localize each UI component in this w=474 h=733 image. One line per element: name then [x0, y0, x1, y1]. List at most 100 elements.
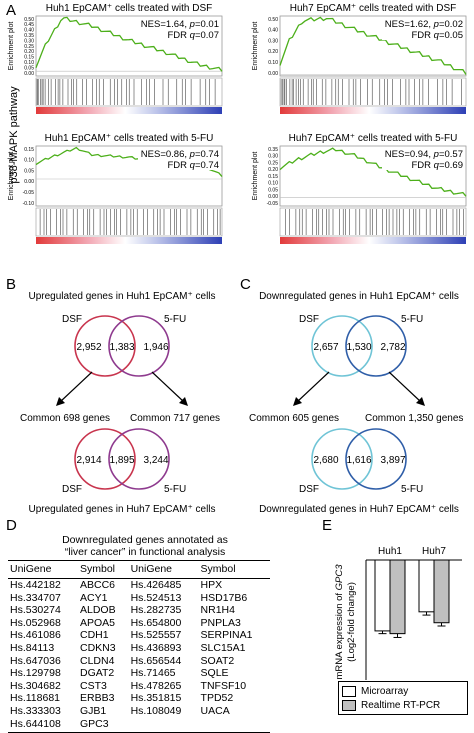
symbol-cell: ALDOB — [79, 604, 116, 617]
header-unigene-1: UniGene — [8, 560, 78, 579]
stats-fdr-line: FDR q=0.69 — [411, 160, 463, 171]
panel-label-e: E — [322, 517, 333, 534]
enrichment-y-tick-label: 0.20 — [268, 167, 278, 173]
symbol-cell: GPC3 — [77, 717, 129, 733]
venn-b-common-right: Common 717 genes — [130, 413, 220, 424]
enrichment-y-tick-label: 0.40 — [268, 28, 278, 34]
gene-table-title-line1: Downregulated genes annotated as — [62, 534, 228, 546]
panel-e-bar-chart: mRNA expression of GPC3(Log2-fold change… — [334, 546, 462, 680]
unigene-cell: Hs.282735 — [130, 604, 182, 617]
venn-c-bottom-5fu-label: 5-FU — [401, 484, 423, 495]
unigene-cell: Hs.71465 — [130, 667, 176, 680]
gene-table-title-line2: “liver cancer” in functional analysis — [64, 546, 226, 558]
venn-b-bottom-5fu-circle — [108, 428, 170, 490]
symbol-cell: CST3 — [79, 679, 107, 692]
table-row: Hs.052968 APOA5 Hs.654800 PNPLA3 — [8, 617, 270, 630]
unigene-cell: Hs.333303 — [10, 704, 61, 717]
venn-c-arrow-right-head — [416, 397, 425, 406]
stats-box — [382, 148, 464, 170]
unigene-cell: Hs.442182 — [10, 579, 61, 591]
symbol-cell: SLC15A1 — [200, 641, 246, 654]
table-row: Hs.644108 GPC3 — [8, 717, 270, 733]
enrichment-y-tick-label: -0.10 — [23, 201, 35, 207]
enrichment-y-tick-label: 0.40 — [24, 28, 34, 34]
table-row: Hs.530274 ALDOB Hs.282735 NR1H4 — [8, 604, 270, 617]
symbol-cell: GJB1 — [79, 704, 107, 717]
enrichment-plot-title: Huh1 EpCAM⁺ cells treated with DSF — [46, 3, 212, 14]
y-axis-label-line1: mRNA expression of GPC3 — [334, 564, 345, 680]
venn-c-top-dsf-circle — [311, 315, 373, 377]
stats-box — [382, 18, 464, 40]
enrichment-y-tick-label: 0.45 — [24, 22, 34, 28]
stats-box — [138, 18, 220, 40]
enrichment-y-tick-label: 0.10 — [268, 60, 278, 66]
bar-huh1-rt-pcr — [389, 559, 406, 635]
venn-b-top-left-count: 2,952 — [76, 342, 101, 353]
symbol-cell: SERPINA1 — [200, 629, 253, 642]
ranked-list-gradient — [280, 107, 466, 114]
venn-c-bottom-dsf-label: DSF — [299, 484, 319, 495]
table-row: Hs.129798 DGAT2 Hs.71465 SQLE — [8, 667, 270, 680]
venn-b-top-mid-count: 1,383 — [109, 342, 134, 353]
venn-c-bottom-dsf-circle — [311, 428, 373, 490]
symbol-cell: NR1H4 — [200, 604, 235, 617]
venn-c-bottom-right-count: 3,897 — [380, 455, 405, 466]
ranked-list-gradient — [280, 237, 466, 244]
enrichment-y-axis-label: Enrichment plot — [252, 152, 259, 201]
header-unigene-2: UniGene — [128, 560, 199, 579]
category-label-huh7: Huh7 — [422, 546, 446, 557]
enrichment-y-axis-label: Enrichment plot — [252, 22, 259, 71]
venn-c-bottom-title: Downregulated genes in Huh7 EpCAM⁺ cells — [259, 504, 459, 515]
venn-c-top-5fu-label: 5-FU — [401, 314, 423, 325]
symbol-cell: ABCC6 — [79, 579, 115, 591]
table-row: Hs.334707 ACY1 Hs.524513 HSD17B6 — [8, 592, 270, 605]
panel-b-venn: Upregulated genes in Huh1 EpCAM⁺ cells D… — [20, 291, 220, 515]
table-row: Hs.84113 CDKN3 Hs.436893 SLC15A1 — [8, 642, 270, 655]
enrichment-y-tick-label: 0.15 — [24, 55, 34, 61]
hit-panel — [35, 207, 223, 237]
enrichment-y-tick-label: 0.25 — [24, 44, 34, 50]
venn-b-bottom-mid-count: 1,895 — [109, 455, 134, 466]
y-axis-label-line2: (Log2-fold change) — [346, 582, 357, 662]
enrichment-y-tick-label: 0.30 — [268, 154, 278, 160]
enrichment-y-axis-label: Enrichment plot — [8, 22, 15, 71]
venn-c-arrow-right — [388, 371, 422, 403]
unigene-cell: Hs.108049 — [130, 704, 182, 717]
bar-chart-legend: Microarray Realtime RT-PCR — [338, 681, 468, 715]
venn-b-bottom-left-count: 2,914 — [76, 455, 101, 466]
symbol-cell: CDH1 — [79, 629, 109, 642]
stats-fdr-line: FDR q=0.74 — [167, 160, 219, 171]
unigene-cell: Hs.304682 — [10, 679, 61, 692]
venn-c-top-5fu-circle — [345, 315, 407, 377]
enrichment-y-axis-label: Enrichment plot — [8, 152, 15, 201]
venn-b-arrow-left-head — [56, 397, 65, 406]
enrichment-score-line — [279, 16, 467, 75]
enrichment-plot-3: Huh1 EpCAM⁺ cells treated with 5-FU 0.15 0… — [8, 133, 223, 244]
symbol-cell: DGAT2 — [79, 667, 115, 680]
unigene-cell: Hs.530274 — [10, 604, 61, 617]
symbol-cell — [198, 717, 270, 733]
venn-c-top-mid-count: 1,530 — [346, 342, 371, 353]
venn-b-arrow-right-head — [179, 397, 188, 406]
symbol-cell: UACA — [200, 704, 230, 717]
stats-fdr-line: FDR q=0.05 — [411, 30, 463, 41]
symbol-cell: ERBB3 — [79, 692, 115, 705]
unigene-cell: Hs.118681 — [10, 692, 61, 705]
table-row: Hs.442182 ABCC6 Hs.426485 HPX — [8, 579, 270, 592]
stats-nes-line: NES=1.62, p=0.02 — [385, 19, 463, 30]
enrichment-y-tick-label: 0.10 — [24, 158, 34, 164]
symbol-cell: APOA5 — [79, 616, 116, 629]
symbol-cell: TNFSF10 — [200, 679, 247, 692]
enrichment-y-tick-label: 0.50 — [268, 17, 278, 23]
venn-b-bottom-dsf-label: DSF — [62, 484, 82, 495]
symbol-cell: SQLE — [200, 667, 229, 680]
panel-label-d: D — [6, 517, 17, 534]
hit-panel — [279, 207, 467, 237]
enrichment-y-tick-label: 0.20 — [24, 49, 34, 55]
enrichment-y-tick-label: 0.00 — [24, 179, 34, 185]
ranked-list-gradient — [36, 237, 222, 244]
enrichment-y-tick-label: 0.10 — [268, 181, 278, 187]
table-row: Hs.333303 GJB1 Hs.108049 UACA — [8, 705, 270, 718]
enrichment-score-line — [35, 16, 223, 72]
legend-item-rt-pcr: Realtime RT-PCR — [342, 698, 464, 712]
